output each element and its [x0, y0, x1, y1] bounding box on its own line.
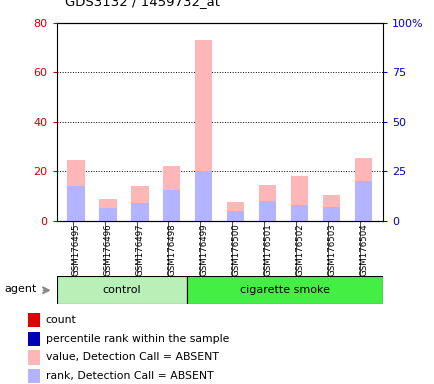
Text: GSM176504: GSM176504 [358, 223, 367, 276]
Text: percentile rank within the sample: percentile rank within the sample [46, 334, 229, 344]
Text: control: control [102, 285, 141, 295]
Bar [290, 205, 308, 221]
Text: GSM176502: GSM176502 [294, 223, 303, 276]
Bar [187, 276, 382, 304]
Text: agent: agent [4, 284, 37, 294]
Bar [258, 185, 276, 221]
Text: GSM176503: GSM176503 [326, 223, 335, 276]
Bar [322, 207, 340, 221]
Bar [28, 351, 40, 364]
Bar [354, 181, 372, 221]
Bar [28, 369, 40, 383]
Bar [99, 209, 116, 221]
Text: GDS3132 / 1459732_at: GDS3132 / 1459732_at [65, 0, 220, 8]
Text: count: count [46, 315, 76, 325]
Bar [67, 160, 84, 221]
Bar [290, 176, 308, 221]
Text: GSM176495: GSM176495 [71, 223, 80, 276]
Bar [322, 195, 340, 221]
Text: GSM176500: GSM176500 [230, 223, 240, 276]
Bar [28, 332, 40, 346]
Bar [162, 190, 180, 221]
Bar [28, 313, 40, 327]
Bar [56, 276, 187, 304]
Bar [227, 202, 244, 221]
Bar [194, 40, 212, 221]
Bar [354, 158, 372, 221]
Text: GSM176496: GSM176496 [103, 223, 112, 276]
Bar [67, 186, 84, 221]
Bar [131, 186, 148, 221]
Text: cigarette smoke: cigarette smoke [240, 285, 329, 295]
Bar [99, 199, 116, 221]
Bar [131, 204, 148, 221]
Text: GSM176499: GSM176499 [199, 223, 208, 276]
Text: GSM176498: GSM176498 [167, 223, 176, 276]
Text: GSM176497: GSM176497 [135, 223, 144, 276]
Bar [227, 211, 244, 221]
Bar [258, 201, 276, 221]
Text: GSM176501: GSM176501 [263, 223, 272, 276]
Bar [194, 171, 212, 221]
Bar [162, 166, 180, 221]
Text: rank, Detection Call = ABSENT: rank, Detection Call = ABSENT [46, 371, 213, 381]
Text: value, Detection Call = ABSENT: value, Detection Call = ABSENT [46, 353, 218, 362]
